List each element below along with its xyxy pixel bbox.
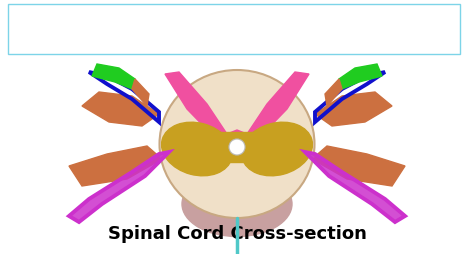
Ellipse shape [159,71,315,218]
Polygon shape [305,152,405,222]
Polygon shape [92,65,135,90]
Polygon shape [165,73,227,142]
Ellipse shape [182,172,292,236]
Polygon shape [69,146,162,186]
Polygon shape [312,146,405,186]
Ellipse shape [162,123,232,176]
Polygon shape [69,152,169,222]
Polygon shape [339,65,382,90]
Polygon shape [199,133,275,162]
Text: Spinal Cord Cross-section: Spinal Cord Cross-section [108,224,366,242]
Polygon shape [82,93,159,126]
Polygon shape [132,80,149,107]
Polygon shape [315,93,392,126]
FancyBboxPatch shape [8,5,460,55]
Ellipse shape [242,123,312,176]
Polygon shape [219,131,255,152]
Polygon shape [325,80,342,107]
Polygon shape [247,73,309,142]
Circle shape [229,139,245,155]
